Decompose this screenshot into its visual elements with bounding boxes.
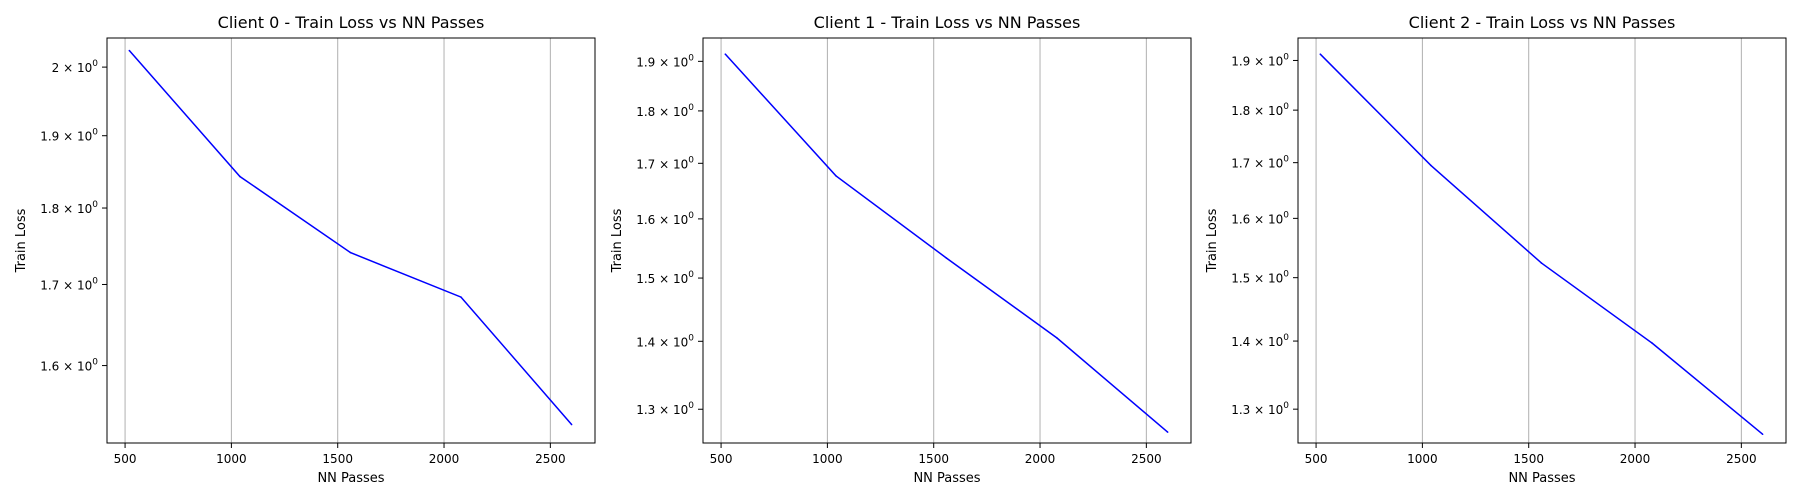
y-tick-label: 1.8 × 100 <box>636 103 694 119</box>
x-tick-label: 2000 <box>1620 452 1651 466</box>
y-tick-label: 1.9 × 100 <box>636 53 694 69</box>
y-tick-label: 1.9 × 100 <box>1231 52 1289 68</box>
x-tick-label: 500 <box>114 452 137 466</box>
y-tick-label: 1.6 × 100 <box>636 211 694 227</box>
y-tick-label: 1.7 × 100 <box>1231 155 1289 171</box>
data-point <box>1761 433 1764 436</box>
data-point <box>1056 337 1058 339</box>
data-point <box>835 174 837 177</box>
x-tick-label: 1000 <box>216 452 247 466</box>
data-point <box>1319 53 1322 55</box>
x-tick-label: 1500 <box>322 452 353 466</box>
y-tick-label: 1.5 × 100 <box>1231 270 1289 286</box>
chart-title: Client 0 - Train Loss vs NN Passes <box>218 13 485 32</box>
y-axis-label: Train Loss <box>610 208 625 273</box>
x-tick-label: 1500 <box>1513 452 1544 466</box>
y-tick-label: 2 × 100 <box>52 59 99 75</box>
x-tick-label: 1500 <box>918 452 949 466</box>
x-axis-label: NN Passes <box>913 471 980 486</box>
x-tick-label: 500 <box>1305 452 1328 466</box>
data-point <box>1540 262 1543 264</box>
axes-frame <box>106 37 596 444</box>
data-point <box>349 251 352 254</box>
chart-panel-0: 500 1000 1500 2000 2500 1.6 × 100 1.7 × 100 1.8… <box>14 13 596 486</box>
chart-panel-1: 500 1000 1500 2000 2500 1.3 × 100 1.4 × 100 1.5… <box>610 13 1192 486</box>
chart-panel-2: 500 1000 1500 2000 2500 1.3 × 100 1.4 × 100 1.5… <box>1205 13 1787 486</box>
x-axis-label: NN Passes <box>317 471 384 486</box>
x-tick-label: 1000 <box>812 452 843 466</box>
data-point <box>1430 164 1432 167</box>
x-tick-label: 2500 <box>535 452 566 466</box>
x-tick-label: 2500 <box>1131 452 1162 466</box>
y-tick-label: 1.7 × 100 <box>636 155 694 171</box>
y-tick-label: 1.8 × 100 <box>1231 102 1289 118</box>
y-axis-label: Train Loss <box>14 208 29 273</box>
data-point <box>1651 342 1653 344</box>
data-point <box>1166 431 1169 433</box>
y-tick-label: 1.6 × 100 <box>1231 210 1289 226</box>
y-tick-label: 1.9 × 100 <box>40 128 98 144</box>
axes-frame <box>1297 37 1787 444</box>
axes-frame <box>702 37 1192 444</box>
x-tick-label: 2500 <box>1726 452 1757 466</box>
x-tick-label: 2000 <box>1025 452 1056 466</box>
data-point <box>239 175 241 178</box>
y-axis-label: Train Loss <box>1205 208 1220 273</box>
data-point <box>724 53 727 55</box>
series-line <box>128 50 573 425</box>
x-tick-label: 1000 <box>1407 452 1438 466</box>
y-tick-label: 1.5 × 100 <box>636 270 694 286</box>
data-point <box>570 423 573 426</box>
data-point <box>128 49 131 52</box>
data-point <box>460 296 462 298</box>
series-line <box>1319 53 1764 435</box>
y-tick-label: 1.7 × 100 <box>40 276 98 292</box>
y-tick-label: 1.4 × 100 <box>1231 333 1289 349</box>
chart-title: Client 1 - Train Loss vs NN Passes <box>814 13 1081 32</box>
y-tick-label: 1.3 × 100 <box>1231 401 1289 417</box>
series-line <box>724 53 1169 433</box>
chart-title: Client 2 - Train Loss vs NN Passes <box>1409 13 1676 32</box>
y-tick-label: 1.4 × 100 <box>636 333 694 349</box>
x-tick-label: 500 <box>710 452 733 466</box>
x-tick-label: 2000 <box>429 452 460 466</box>
y-tick-label: 1.3 × 100 <box>636 401 694 417</box>
y-tick-label: 1.8 × 100 <box>40 200 98 216</box>
data-point <box>945 257 948 259</box>
y-tick-label: 1.6 × 100 <box>40 358 98 374</box>
x-axis-label: NN Passes <box>1508 471 1575 486</box>
